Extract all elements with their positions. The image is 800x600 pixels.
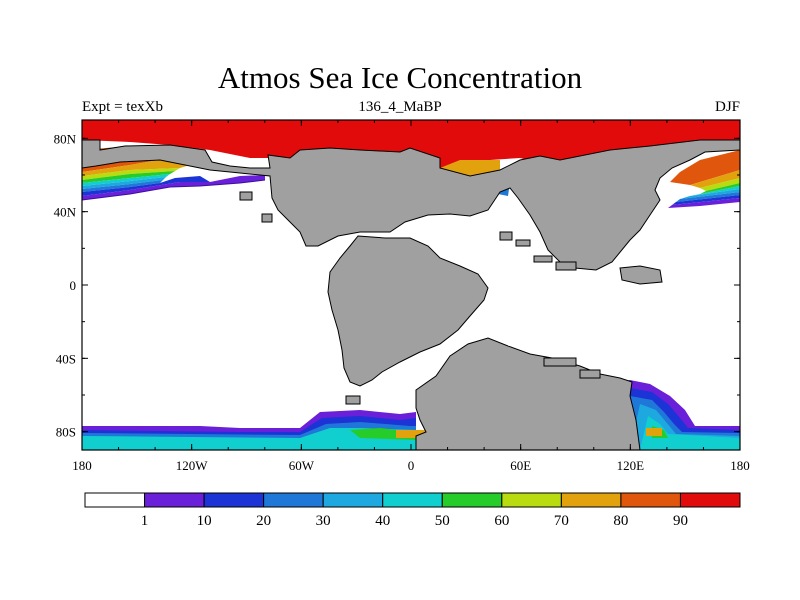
colorbar-label: 1: [141, 513, 149, 529]
colorbar-swatch: [560, 492, 622, 508]
colorbar-label: 10: [197, 513, 212, 529]
y-tick-label: 80N: [54, 131, 77, 146]
colorbar-swatch: [382, 492, 443, 508]
colorbar-swatch: [620, 492, 681, 508]
season-label: DJF: [714, 99, 740, 115]
land-island-ant: [345, 395, 361, 405]
x-tick-label: 120E: [617, 458, 645, 473]
chart-title: Atmos Sea Ice Concentration: [217, 60, 583, 95]
land-island-south: [543, 357, 577, 367]
colorbar-swatch: [263, 492, 324, 508]
land-island-seq-4: [555, 261, 577, 271]
colorbar-label: 30: [316, 513, 331, 529]
colorbar-swatch: [679, 492, 741, 508]
land-north-america: [82, 139, 740, 271]
colorbar-label: 20: [256, 513, 271, 529]
colorbar: 1 10 20 30 40 50 60 70 80 90: [84, 492, 741, 529]
x-tick-label: 0: [408, 458, 415, 473]
ice-antarctic-west: [82, 410, 438, 450]
y-tick-label: 40S: [56, 351, 76, 366]
colorbar-swatch: [203, 492, 265, 508]
y-tick-label: 80S: [56, 425, 76, 440]
colorbar-label: 70: [554, 513, 569, 529]
x-tick-label: 60E: [510, 458, 531, 473]
land-island-south-2: [579, 369, 601, 379]
ice-antarctic-east: [620, 380, 740, 450]
land-island-pacific: [239, 191, 253, 201]
colorbar-swatch: [144, 492, 205, 508]
x-tick-label: 180: [730, 458, 750, 473]
colorbar-label: 50: [435, 513, 450, 529]
map-layer: [82, 120, 740, 450]
colorbar-swatch: [501, 492, 562, 508]
ice-edge-north: [82, 179, 266, 201]
axis-layer: 180 120W 60W 0 60E 120E 180 80N 40N 0 40S 80S: [54, 120, 750, 473]
colorbar-label: 40: [375, 513, 390, 529]
colorbar-label: 60: [494, 513, 509, 529]
land-south-landmass: [327, 235, 489, 387]
land-island-seq-1: [499, 231, 513, 241]
x-tick-label: 120W: [176, 458, 209, 473]
colorbar-label: 80: [613, 513, 628, 529]
land-island-atlantic: [261, 213, 273, 223]
land-masses: [82, 139, 740, 450]
land-island-seq-3: [533, 255, 553, 263]
experiment-label: Expt = texXb: [82, 99, 163, 115]
colorbar-swatch: [322, 492, 384, 508]
land-island-seq-2: [515, 239, 531, 247]
colorbar-label: 90: [673, 513, 688, 529]
colorbar-swatch: [84, 492, 146, 508]
time-label: 136_4_MaBP: [358, 99, 442, 115]
ice-north-pacific-east: [668, 150, 740, 208]
y-tick-label: 0: [70, 278, 77, 293]
colorbar-swatch: [441, 492, 503, 508]
y-tick-label: 40N: [54, 205, 77, 220]
x-tick-label: 60W: [289, 458, 315, 473]
land-island-ne: [619, 265, 663, 285]
x-tick-label: 180: [72, 458, 92, 473]
land-antarctica: [415, 337, 641, 450]
